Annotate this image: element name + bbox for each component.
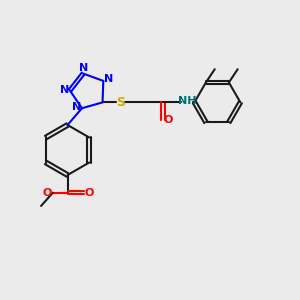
Text: N: N — [79, 63, 88, 73]
Text: O: O — [84, 188, 93, 198]
Text: NH: NH — [178, 96, 196, 106]
Text: S: S — [116, 96, 125, 110]
Text: N: N — [60, 85, 69, 95]
Text: N: N — [72, 102, 81, 112]
Text: O: O — [43, 188, 52, 198]
Text: O: O — [163, 115, 172, 125]
Text: N: N — [104, 74, 113, 84]
